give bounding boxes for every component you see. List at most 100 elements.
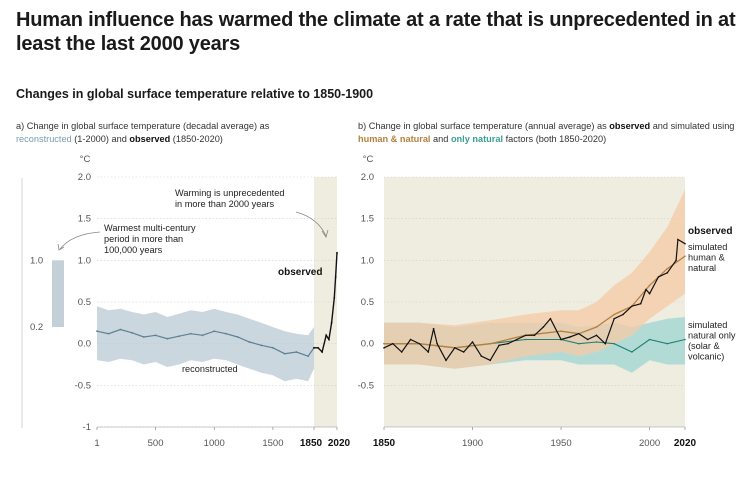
panel-b-caption-natural: only natural [450, 133, 504, 144]
panel-a-reconstructed-point [178, 335, 180, 338]
panel-b-ytick-label: -0.5 [358, 380, 374, 391]
panel-a-reconstructed-point [236, 336, 239, 338]
panel-b-human-natural-label: human & [688, 253, 725, 263]
panel-b-observed-point [666, 272, 669, 274]
panel-a-ylabel: °C [80, 154, 91, 165]
panel-b-observed-point [432, 327, 435, 330]
panel-a-reconstructed-point [189, 332, 192, 335]
panel-a-reconstructed-point [213, 330, 216, 333]
panel-b-observed-point [604, 342, 607, 345]
panel-a-xtick-label: 500 [148, 438, 164, 449]
panel-b-observed-point [418, 342, 421, 345]
multicentury-arrowhead [57, 243, 65, 251]
panel-b-xtick-label-2020: 2020 [674, 438, 697, 449]
panel-a-reconstructed-point [96, 330, 98, 333]
panel-a-observed-point [325, 334, 328, 337]
panel-a-observed-point [336, 251, 338, 254]
panel-b-caption-mid2: and [430, 133, 451, 144]
panel-b-ytick-label: 1.0 [361, 255, 374, 266]
panel-b-xtick-label: 2000 [639, 438, 660, 449]
panel-a-observed-label: observed [278, 267, 322, 278]
panel-a-reconstructed-point [307, 355, 310, 358]
multicentury-arrow [59, 231, 101, 250]
panel-a-reconstructed-point [260, 344, 263, 347]
panel-a-reconstructed-label: reconstructed [182, 364, 238, 374]
panel-b-observed-point [577, 332, 580, 335]
panel-b-caption-mid1: and simulated using [650, 121, 735, 131]
panel-a-multicentury-annotation: period in more than [104, 234, 183, 244]
panel-b-natural-label: volcanic) [688, 352, 724, 362]
panel-b-observed-point [595, 334, 598, 337]
panel-b-human-natural-label: natural [688, 263, 716, 273]
panel-a-multicentury-annotation: 100,000 years [104, 245, 163, 255]
chart-title: Human influence has warmed the climate a… [16, 9, 736, 55]
panel-b-observed-point [409, 338, 412, 341]
panel-a-xtick-label-2020: 2020 [328, 438, 351, 449]
unprecedented-arrowhead [321, 229, 329, 238]
panel-b-human-natural-point [648, 284, 651, 287]
panel-b-human-natural-label: simulated [688, 242, 727, 252]
panel-b-caption-prefix: b) Change in global surface temperature … [358, 121, 610, 131]
panel-b-observed-point [392, 342, 394, 345]
panel-b-natural-point [631, 351, 633, 353]
panel-b-observed-point [569, 336, 571, 338]
panel-b-observed-point [645, 288, 647, 291]
chart-subtitle: Changes in global surface temperature re… [16, 87, 374, 101]
unprecedented-arrow [295, 211, 327, 237]
panel-a-reconstructed-point [131, 331, 133, 334]
panel-b-observed-point [684, 242, 686, 245]
panel-b-observed-point [427, 351, 430, 353]
panel-b-caption: b) Change in global surface temperature … [358, 120, 738, 145]
panel-b-xtick-label: 1900 [462, 438, 483, 449]
panel-a-xtick-label: 1000 [204, 438, 225, 449]
panel-b-observed-point [507, 342, 509, 345]
panel-b-caption-observed: observed [609, 121, 651, 131]
panel-b-observed-point [677, 238, 679, 241]
panel-a-xtick-label-1850: 1850 [300, 438, 323, 449]
panel-b-human-natural-point [383, 342, 385, 345]
panel-a-observed-point [317, 346, 319, 349]
panel-b-natural-point [684, 338, 686, 341]
multicentury-high-label: 1.0 [30, 255, 43, 266]
panel-b-observed-point [586, 338, 589, 341]
panel-b-ylabel: °C [363, 154, 374, 165]
panel-b-natural-point [577, 342, 580, 345]
panel-b-human-natural-point [595, 326, 598, 328]
panel-a-ytick-label: 0.5 [78, 297, 91, 308]
panel-a-reconstructed-point [107, 332, 110, 335]
panel-b-observed-point [498, 344, 500, 347]
panel-a-ytick-label: 1.0 [78, 255, 91, 266]
panel-b-natural-point [613, 342, 615, 345]
panel-a-reconstructed-point [119, 328, 122, 331]
panel-b-observed-point [542, 326, 545, 328]
panel-a-unprecedented-annotation: in more than 2000 years [175, 199, 274, 209]
panel-a-reconstructed-point [154, 334, 157, 337]
panel-a-reconstructed-point [283, 352, 286, 355]
panel-b-observed-point [400, 351, 403, 353]
panel-b-human-natural-point [560, 330, 562, 332]
panel-a-reconstructed-point [295, 351, 298, 353]
panel-b-observed-point [480, 355, 483, 357]
panel-b-observed-point [648, 292, 651, 295]
panel-a-multicentury-bar [52, 260, 64, 327]
panel-a-reconstructed-point [142, 336, 145, 338]
panel-a-observed-point [327, 338, 330, 341]
panel-b-ytick-label: 1.5 [361, 214, 374, 225]
panel-a-unprecedented-annotation: Warming is unprecedented [175, 188, 284, 198]
panel-a-caption-mid: (1-2000) and [71, 133, 130, 144]
panel-b-observed-label: observed [688, 226, 732, 237]
panel-a-observed-point [334, 276, 337, 278]
panel-b-observed-point [445, 359, 447, 362]
panel-a-ytick-label: -1 [83, 422, 91, 433]
panel-b-ytick-label: 0.5 [361, 297, 374, 308]
panel-a-reconstructed-point [201, 334, 204, 337]
panel-b-observed-point [454, 347, 456, 349]
panel-b-observed-point [549, 317, 552, 320]
panel-b-natural-point [648, 338, 651, 341]
panel-b-natural-point [595, 341, 598, 343]
panel-b-natural-point [524, 338, 527, 341]
panel-a-observed-point [321, 351, 324, 353]
panel-b-observed-point [622, 313, 624, 316]
panel-b-ytick-label: 0.0 [361, 339, 374, 350]
panel-b-ytick-label: 2.0 [361, 172, 374, 183]
